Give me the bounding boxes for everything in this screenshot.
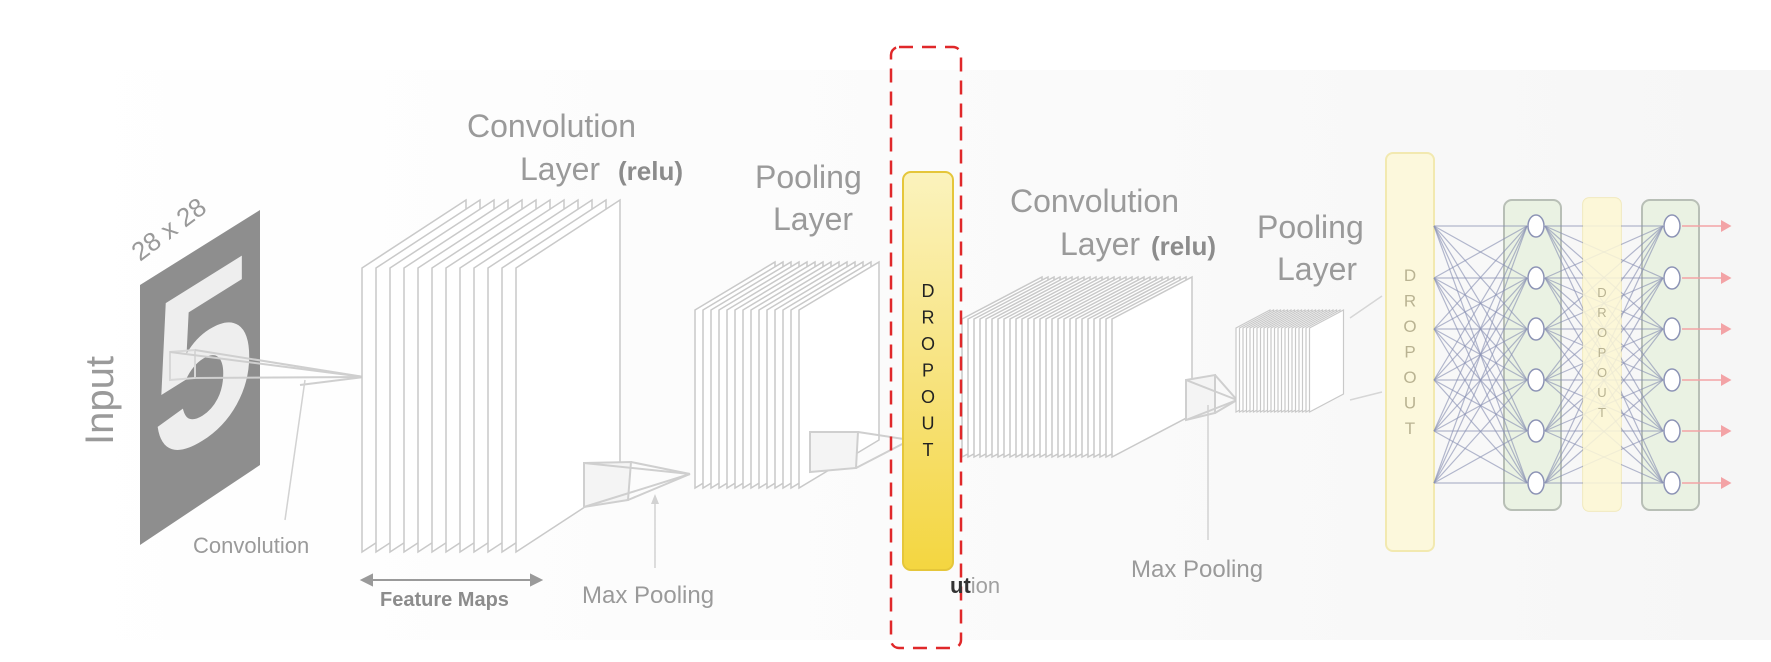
conv1-projection-lines	[169, 349, 365, 386]
pool1-title-line2: Layer	[773, 201, 853, 237]
dropout-small-letter: D	[1597, 285, 1606, 300]
dropout-fragment-label: ution	[950, 573, 1000, 598]
dropout-highlight-letter: P	[922, 361, 934, 381]
dropout-highlight-letter: O	[921, 334, 935, 354]
pool2-to-dropout-lines	[1349, 295, 1383, 401]
conv2-feature-maps	[961, 275, 1193, 459]
dense-layer-1-node	[1527, 317, 1545, 341]
dropout-highlight-letter: D	[922, 281, 935, 301]
dense-layer-2-node	[1663, 266, 1681, 290]
dense-layer-1-node	[1527, 266, 1545, 290]
dropout-small-letter: O	[1597, 365, 1607, 380]
conv1-op-pointer	[284, 379, 306, 521]
connection	[1433, 225, 1528, 381]
connection	[1433, 430, 1528, 484]
dropout-large-letter: D	[1404, 266, 1416, 285]
dense-layer-2-node	[1663, 317, 1681, 341]
pool2-feature-map	[1308, 309, 1345, 413]
dropout-highlight-letter: O	[921, 387, 935, 407]
conv1-activation: (relu)	[618, 156, 683, 186]
dropout-highlight-letter: R	[922, 308, 935, 328]
dropout-small-letter: O	[1597, 325, 1607, 340]
dropout-large-letter: O	[1403, 368, 1416, 387]
pool1-op-pointer-head	[651, 494, 659, 504]
conv2-title-line2: Layer	[1060, 226, 1140, 262]
dropout-large-letter: U	[1404, 394, 1416, 413]
conv1-op-label: Convolution	[193, 533, 309, 558]
dropout-large-letter: T	[1405, 419, 1415, 438]
dropout-large-letter: O	[1403, 317, 1416, 336]
feature-maps-bracket	[359, 573, 544, 587]
dense-layer-1-node	[1527, 419, 1545, 443]
pool2-op-label: Max Pooling	[1131, 556, 1263, 583]
dropout-small-letter: P	[1598, 345, 1607, 360]
dropout-highlight-letter: U	[922, 414, 935, 434]
conv1-title-line2: Layer	[520, 151, 600, 187]
dropout-small-letter: U	[1597, 385, 1606, 400]
conv1-feature-maps	[361, 198, 621, 554]
connection	[1433, 379, 1528, 484]
dropout-small-overlay	[1583, 198, 1621, 511]
dense-layer-1-node	[1527, 368, 1545, 392]
connection	[1433, 225, 1528, 484]
dropout-highlight-letter: T	[923, 440, 934, 460]
dense-layer-2-node	[1663, 214, 1681, 238]
connection	[1433, 277, 1528, 484]
dropout-small-letter: R	[1597, 305, 1606, 320]
input-label: Input	[78, 356, 122, 445]
dense-layer-2-node	[1663, 471, 1681, 495]
connection	[1433, 225, 1528, 279]
pool2-title-line1: Pooling	[1257, 209, 1364, 245]
dropout-large	[1385, 152, 1435, 552]
feature-maps-label: Feature Maps	[380, 589, 509, 611]
dropout-large-letter: R	[1404, 292, 1416, 311]
conv1-title-line1: Convolution	[467, 108, 636, 144]
pool2-feature-maps	[1235, 309, 1345, 413]
dropout-fragment-dark: ut	[950, 573, 971, 598]
conv2-title-line1: Convolution	[1010, 183, 1179, 219]
connection	[1433, 328, 1528, 484]
connection	[1433, 225, 1528, 330]
dropout-highlight-box[interactable]	[889, 45, 963, 650]
dropout-fragment-light: ion	[971, 573, 1000, 598]
dropout-small-letter: T	[1598, 405, 1606, 420]
conv2-activation: (relu)	[1151, 231, 1216, 261]
dense-layer-1-node	[1527, 214, 1545, 238]
pool1-pyramid	[583, 460, 691, 509]
dense-layer-1-node	[1527, 471, 1545, 495]
connection	[1433, 225, 1528, 432]
dense-layer-2-node	[1663, 368, 1681, 392]
dropout-highlight-bar	[902, 171, 954, 571]
pool2-title-line2: Layer	[1277, 251, 1357, 287]
dense-layer-2-node	[1663, 419, 1681, 443]
pool1-to-dropout-lines	[809, 431, 911, 474]
pool1-op-label: Max Pooling	[582, 582, 714, 609]
dropout-large-letter: P	[1404, 343, 1415, 362]
pool1-title-line1: Pooling	[755, 159, 862, 195]
